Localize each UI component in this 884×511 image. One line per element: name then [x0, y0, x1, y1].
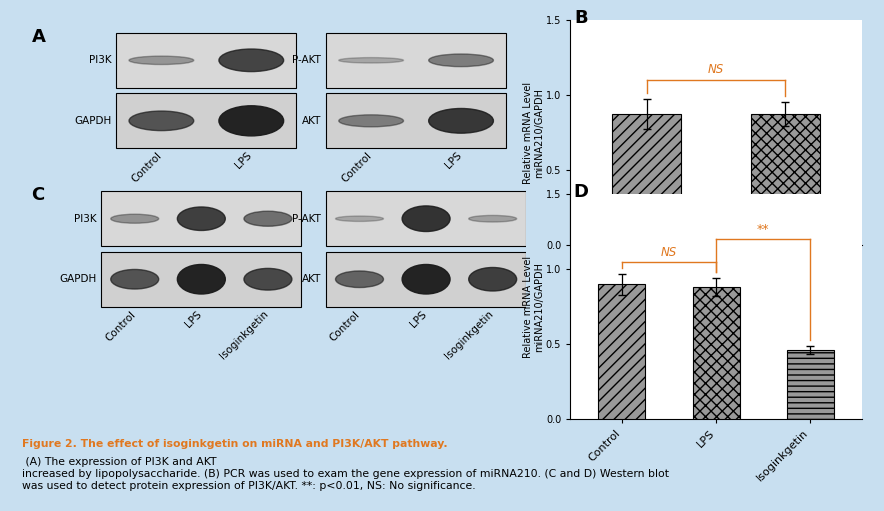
Bar	[612, 114, 682, 245]
Ellipse shape	[336, 271, 384, 288]
Text: Isoginkgetin: Isoginkgetin	[218, 309, 271, 361]
Ellipse shape	[339, 115, 403, 127]
Ellipse shape	[219, 106, 284, 136]
Ellipse shape	[336, 216, 384, 221]
Bar	[117, 33, 296, 88]
Text: Isoginkgetin: Isoginkgetin	[443, 309, 495, 361]
Text: Control: Control	[103, 309, 137, 343]
Ellipse shape	[219, 49, 284, 72]
Text: LPS: LPS	[443, 151, 463, 171]
Bar	[326, 252, 526, 307]
Bar	[117, 94, 296, 148]
Ellipse shape	[129, 56, 194, 64]
Text: Control: Control	[339, 151, 374, 184]
Bar	[787, 350, 834, 419]
Text: B: B	[575, 9, 588, 28]
Text: LPS: LPS	[184, 309, 204, 329]
Ellipse shape	[339, 58, 403, 63]
Ellipse shape	[402, 206, 450, 231]
Bar	[326, 191, 526, 246]
Bar	[102, 191, 301, 246]
Bar	[326, 94, 506, 148]
Text: GAPDH: GAPDH	[59, 274, 96, 284]
Text: NS: NS	[708, 63, 724, 76]
Bar	[751, 114, 820, 245]
Y-axis label: Relative mRNA Level
miRNA210/GAPDH: Relative mRNA Level miRNA210/GAPDH	[522, 256, 545, 358]
Text: **: **	[757, 223, 769, 236]
Y-axis label: Relative mRNA Level
miRNA210/GAPDH: Relative mRNA Level miRNA210/GAPDH	[522, 82, 545, 184]
Bar	[692, 287, 740, 419]
Ellipse shape	[110, 269, 159, 289]
Text: Control: Control	[130, 151, 164, 184]
Ellipse shape	[402, 265, 450, 294]
Text: PI3K: PI3K	[74, 214, 96, 224]
Text: NS: NS	[661, 246, 677, 259]
Ellipse shape	[429, 54, 493, 66]
Ellipse shape	[178, 265, 225, 294]
Text: D: D	[573, 183, 588, 201]
Ellipse shape	[469, 216, 516, 222]
Ellipse shape	[244, 211, 292, 226]
Text: Control: Control	[328, 309, 362, 343]
Text: PI3K: PI3K	[88, 55, 111, 65]
Ellipse shape	[244, 268, 292, 290]
Text: AKT: AKT	[301, 116, 321, 126]
Text: LPS: LPS	[233, 151, 254, 171]
Text: A: A	[32, 28, 45, 45]
Ellipse shape	[129, 111, 194, 131]
Ellipse shape	[469, 267, 516, 291]
Ellipse shape	[110, 214, 159, 223]
Text: (A) The expression of PI3K and AKT
increased by lipopolysaccharide. (B) PCR was : (A) The expression of PI3K and AKT incre…	[22, 457, 669, 491]
Text: LPS: LPS	[408, 309, 429, 329]
Bar	[326, 33, 506, 88]
Ellipse shape	[429, 108, 493, 133]
Ellipse shape	[178, 207, 225, 230]
Text: AKT: AKT	[301, 274, 321, 284]
Text: GAPDH: GAPDH	[74, 116, 111, 126]
Bar	[102, 252, 301, 307]
Bar	[598, 284, 645, 419]
Text: P-AKT: P-AKT	[293, 214, 321, 224]
Text: P-AKT: P-AKT	[293, 55, 321, 65]
Text: C: C	[32, 186, 45, 204]
Text: Figure 2. The effect of isoginkgetin on miRNA and PI3K/AKT pathway.: Figure 2. The effect of isoginkgetin on …	[22, 439, 447, 450]
